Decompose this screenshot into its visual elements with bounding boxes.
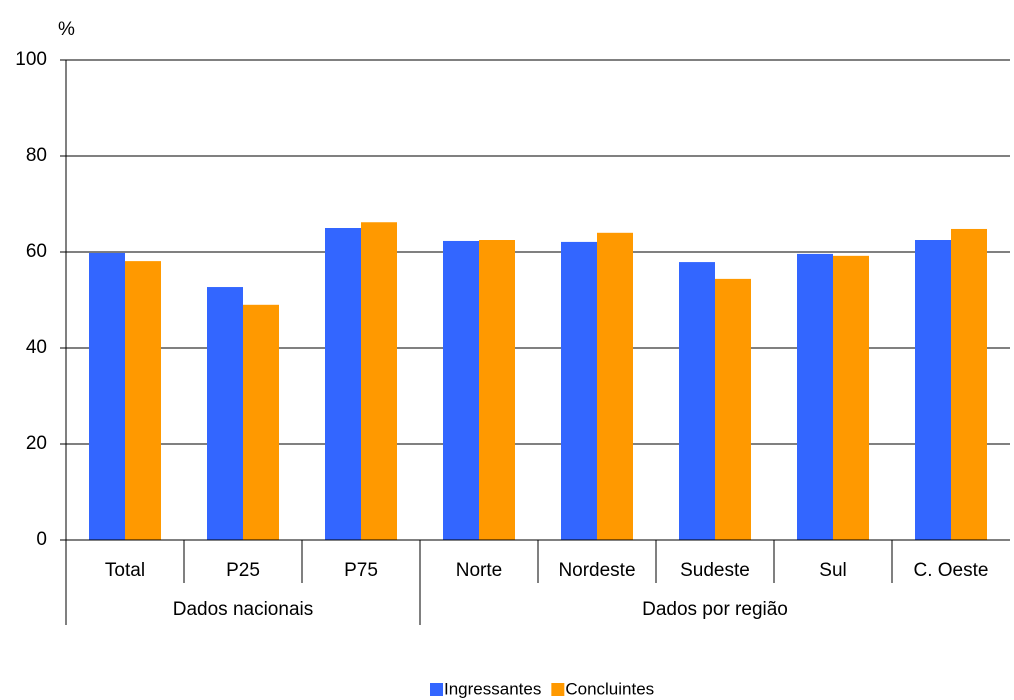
- group-label: Dados por região: [642, 599, 788, 620]
- x-tick-label: C. Oeste: [914, 560, 989, 581]
- x-tick-label: Total: [105, 560, 145, 581]
- y-tick-label: 100: [15, 49, 47, 70]
- bar: [325, 228, 361, 540]
- bar: [207, 287, 243, 540]
- bar: [561, 241, 597, 541]
- bar: [597, 232, 633, 541]
- bar: [125, 261, 161, 540]
- bar: [715, 278, 751, 540]
- legend-label: Concluintes: [565, 679, 654, 698]
- x-tick-label: Nordeste: [558, 560, 635, 581]
- group-label: Dados nacionais: [173, 599, 313, 620]
- y-tick-label: 60: [26, 241, 47, 262]
- bar: [361, 222, 397, 541]
- bar: [243, 304, 279, 540]
- legend-swatch: [430, 683, 443, 696]
- bar: [679, 262, 715, 540]
- y-tick-label: 40: [26, 337, 47, 358]
- bar: [915, 240, 951, 540]
- legend-label: Ingressantes: [444, 679, 541, 698]
- x-tick-label: Sul: [819, 560, 846, 581]
- x-tick-label: Sudeste: [680, 560, 750, 581]
- y-tick-label: 80: [26, 145, 47, 166]
- x-tick-label: P25: [226, 560, 260, 581]
- bar: [89, 252, 125, 540]
- bar: [833, 255, 869, 540]
- x-tick-label: P75: [344, 560, 378, 581]
- y-unit: %: [58, 19, 75, 40]
- x-tick-label: Norte: [456, 560, 502, 581]
- y-tick-label: 20: [26, 433, 47, 454]
- y-tick-label: 0: [36, 529, 47, 550]
- bar: [443, 240, 479, 540]
- bar: [951, 228, 987, 540]
- bar: [479, 240, 515, 540]
- bar: [797, 253, 833, 541]
- legend-swatch: [551, 683, 565, 696]
